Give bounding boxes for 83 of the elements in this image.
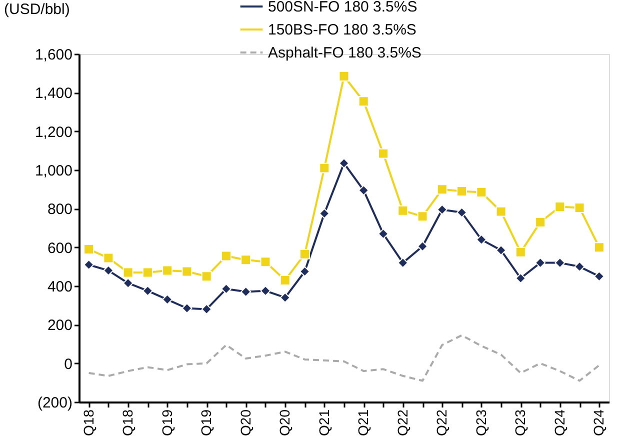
x-tick-label: Q23 [512, 409, 528, 436]
point [535, 216, 546, 228]
y-tick-label: 600 [47, 240, 72, 257]
point [162, 265, 173, 276]
point [476, 186, 487, 198]
point [535, 258, 546, 268]
point [240, 286, 252, 298]
point [182, 302, 192, 314]
point [220, 250, 232, 262]
legend-label: Asphalt-FO 180 3.5%S [268, 44, 422, 62]
point [122, 267, 134, 278]
point [456, 186, 468, 197]
point [122, 278, 134, 288]
point [417, 241, 428, 252]
point [319, 208, 330, 219]
point [515, 246, 526, 258]
point [300, 266, 310, 277]
y-tick-label: 1,200 [34, 124, 72, 141]
y-tick-label: 800 [47, 201, 72, 218]
x-tick-label: Q24 [590, 409, 607, 436]
y-axis-title: (USD/bbl) [4, 1, 70, 18]
y-tick-label: 1,600 [34, 46, 72, 64]
x-tick-label: Q19 [158, 409, 175, 436]
point [398, 205, 408, 216]
point [358, 96, 369, 107]
point [280, 274, 290, 286]
point [84, 244, 94, 255]
point [417, 211, 428, 222]
x-tick-label: Q23 [472, 409, 489, 436]
x-tick-label: Q21 [355, 409, 372, 436]
point [338, 158, 350, 168]
point [300, 248, 310, 260]
point [162, 294, 173, 305]
point [103, 252, 114, 264]
point [358, 185, 369, 196]
line-series [88, 334, 600, 382]
x-tick-label: Q24 [551, 409, 568, 436]
point [594, 242, 604, 253]
point [142, 286, 153, 296]
legend-label: 500SN-FO 180 3.5%S [268, 0, 418, 16]
point [142, 267, 153, 278]
point [338, 70, 350, 82]
y-tick-label: 400 [47, 278, 72, 296]
point [436, 184, 448, 195]
y-tick-label: 1,000 [34, 162, 72, 180]
y-tick-label: 1,400 [34, 85, 72, 102]
point [260, 286, 271, 296]
point [240, 254, 252, 266]
point [319, 162, 330, 174]
point [398, 258, 408, 268]
point [574, 261, 585, 272]
x-tick-label: Q20 [237, 409, 254, 436]
point [220, 284, 232, 294]
x-tick-label: Q19 [198, 409, 214, 436]
point [436, 204, 448, 215]
x-tick-label: Q18 [120, 409, 136, 436]
point [84, 259, 94, 270]
point [201, 271, 212, 282]
point [594, 271, 604, 282]
x-tick-label: Q22 [434, 409, 450, 436]
x-tick-label: Q18 [80, 409, 96, 436]
point [280, 292, 290, 303]
point [201, 304, 212, 314]
point [260, 256, 271, 268]
y-tick-label: 0 [64, 356, 72, 373]
y-tick-label: 200 [47, 317, 72, 334]
point [554, 258, 566, 268]
point [378, 148, 389, 159]
y-tick-label: (200) [37, 394, 72, 412]
point [476, 234, 487, 245]
point [515, 273, 526, 284]
point [456, 207, 468, 218]
legend-label: 150BS-FO 180 3.5%S [268, 22, 416, 38]
x-tick-label: Q22 [394, 409, 410, 436]
point [103, 265, 114, 276]
point [574, 202, 585, 213]
point [554, 201, 566, 212]
x-tick-label: Q21 [316, 409, 332, 436]
point [378, 228, 388, 240]
point [182, 266, 192, 277]
x-tick-label: Q20 [276, 409, 293, 436]
point [496, 244, 506, 256]
point [496, 206, 506, 217]
